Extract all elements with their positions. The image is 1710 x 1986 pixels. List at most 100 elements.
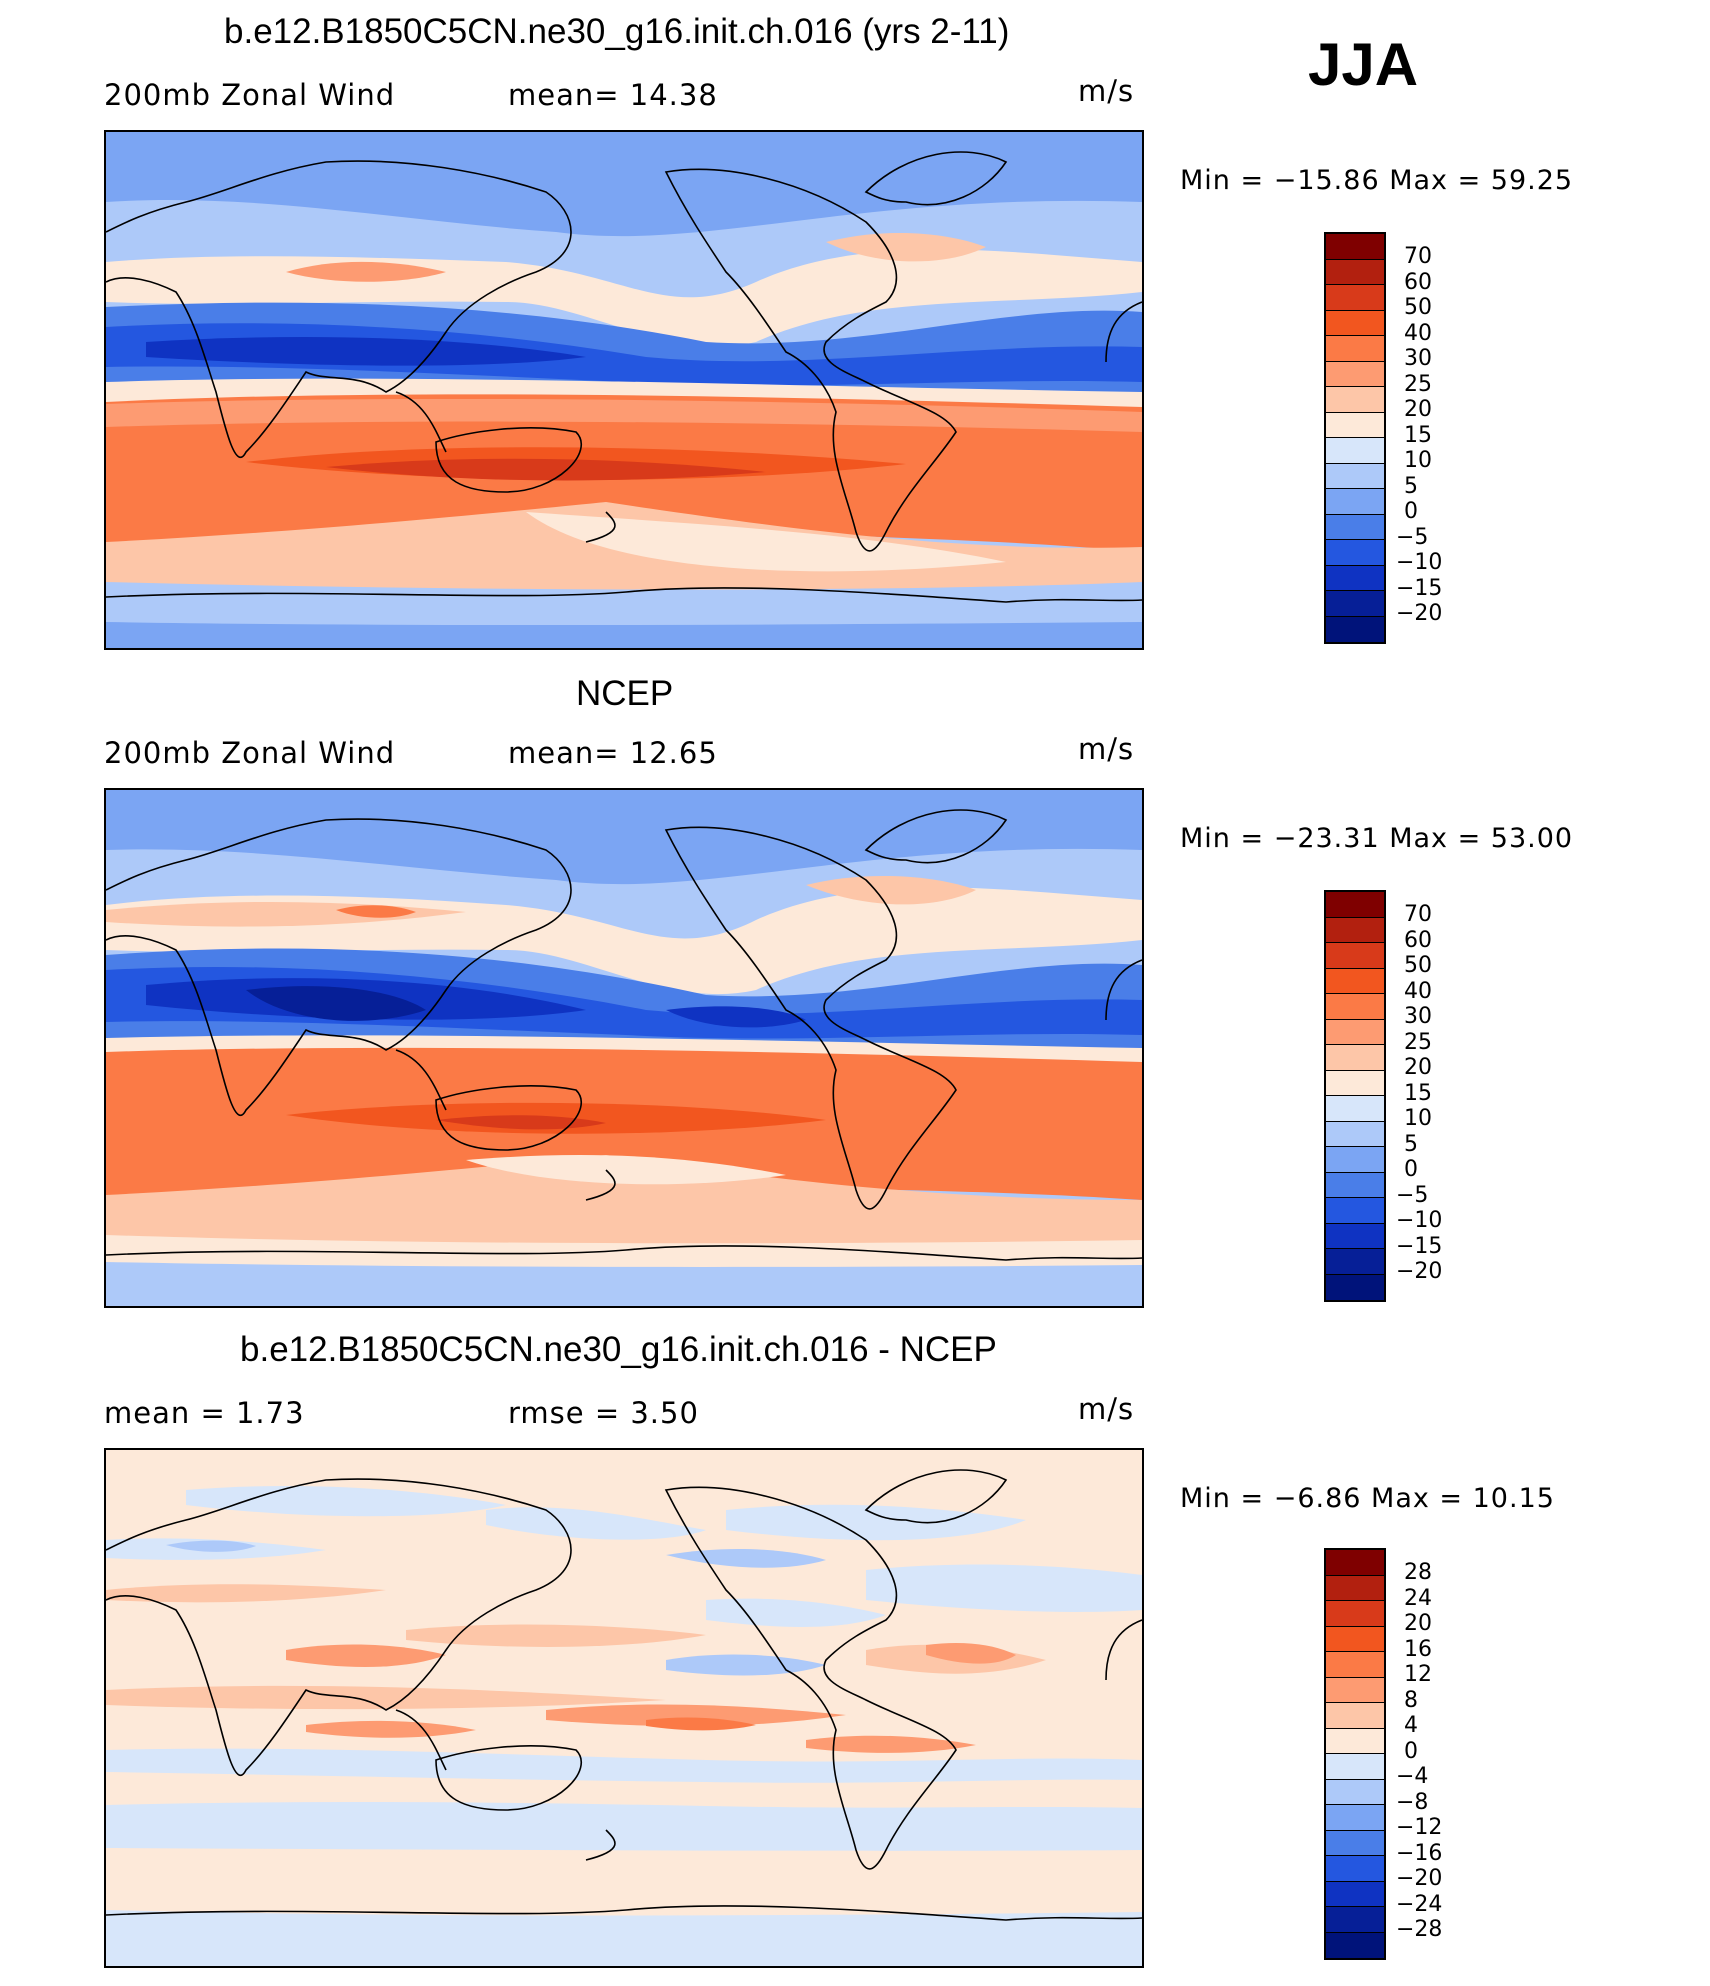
- panel-3-title: b.e12.B1850C5CN.ne30_g16.init.ch.016 - N…: [240, 1330, 997, 1369]
- colorbar-cell: [1326, 234, 1384, 260]
- colorbar-tick-label: −15: [1396, 576, 1443, 601]
- colorbar-tick-label: 50: [1404, 295, 1432, 320]
- colorbar-tick-label: 0: [1404, 1157, 1418, 1182]
- colorbar-tick-label: 60: [1404, 928, 1432, 953]
- colorbar-cell: [1326, 1907, 1384, 1933]
- colorbar-cell: [1326, 285, 1384, 311]
- colorbar-tick-label: 20: [1404, 397, 1432, 422]
- colorbar-tick-label: 4: [1404, 1713, 1418, 1738]
- colorbar-cell: [1326, 1070, 1384, 1096]
- colorbar-cell: [1326, 943, 1384, 969]
- colorbar-tick-label: 0: [1404, 499, 1418, 524]
- colorbar-cell: [1326, 336, 1384, 362]
- colorbar-cell: [1326, 540, 1384, 566]
- panel-3-minmax: Min = −6.86 Max = 10.15: [1180, 1483, 1555, 1514]
- season-label: JJA: [1308, 31, 1419, 98]
- panel-1-title: b.e12.B1850C5CN.ne30_g16.init.ch.016 (yr…: [224, 12, 1010, 51]
- colorbar-tick-label: 5: [1404, 1132, 1418, 1157]
- colorbar-tick-label: −10: [1396, 1208, 1443, 1233]
- colorbar-tick-label: 5: [1404, 474, 1418, 499]
- colorbar-cell: [1326, 387, 1384, 413]
- colorbar-tick-label: −20: [1396, 1259, 1443, 1284]
- panel-1-colorbar: [1324, 232, 1386, 644]
- colorbar-tick-label: 40: [1404, 321, 1432, 346]
- colorbar-cell: [1326, 1677, 1384, 1703]
- colorbar-tick-label: 12: [1404, 1662, 1432, 1687]
- colorbar-tick-label: 50: [1404, 953, 1432, 978]
- colorbar-tick-label: 24: [1404, 1586, 1432, 1611]
- colorbar-tick-label: 20: [1404, 1055, 1432, 1080]
- colorbar-tick-label: 70: [1404, 902, 1432, 927]
- colorbar-cell: [1326, 1249, 1384, 1275]
- colorbar-cell: [1326, 1703, 1384, 1729]
- colorbar-tick-label: 40: [1404, 979, 1432, 1004]
- colorbar-cell: [1326, 1575, 1384, 1601]
- colorbar-cell: [1326, 968, 1384, 994]
- colorbar-tick-label: 60: [1404, 270, 1432, 295]
- colorbar-tick-label: −28: [1396, 1917, 1443, 1942]
- colorbar-cell: [1326, 1550, 1384, 1576]
- panel-2-mean-label: mean= 12.65: [508, 736, 718, 770]
- colorbar-cell: [1326, 917, 1384, 943]
- colorbar-tick-label: −15: [1396, 1234, 1443, 1259]
- colorbar-tick-label: 10: [1404, 1106, 1432, 1131]
- colorbar-tick-label: 25: [1404, 1030, 1432, 1055]
- colorbar-cell: [1326, 1601, 1384, 1627]
- panel-3-rmse-label: rmse = 3.50: [508, 1396, 699, 1430]
- colorbar-cell: [1326, 565, 1384, 591]
- colorbar-cell: [1326, 1754, 1384, 1780]
- colorbar-cell: [1326, 1856, 1384, 1882]
- colorbar-cell: [1326, 1147, 1384, 1173]
- colorbar-cell: [1326, 591, 1384, 617]
- colorbar-tick-label: 8: [1404, 1688, 1418, 1713]
- colorbar-cell: [1326, 1045, 1384, 1071]
- panel-2-units: m/s: [1078, 732, 1135, 766]
- colorbar-tick-label: −20: [1396, 1866, 1443, 1891]
- panel-2-variable-label: 200mb Zonal Wind: [104, 736, 396, 770]
- colorbar-cell: [1326, 463, 1384, 489]
- colorbar-cell: [1326, 259, 1384, 285]
- colorbar-cell: [1326, 1198, 1384, 1224]
- colorbar-tick-label: 15: [1404, 1081, 1432, 1106]
- colorbar-cell: [1326, 1779, 1384, 1805]
- panel-3-mean-label: mean = 1.73: [104, 1396, 305, 1430]
- panel-2-minmax: Min = −23.31 Max = 53.00: [1180, 823, 1574, 854]
- colorbar-cell: [1326, 1121, 1384, 1147]
- colorbar-cell: [1326, 1652, 1384, 1678]
- colorbar-tick-label: 20: [1404, 1611, 1432, 1636]
- colorbar-tick-label: 10: [1404, 448, 1432, 473]
- panel-1-minmax: Min = −15.86 Max = 59.25: [1180, 165, 1574, 196]
- colorbar-tick-label: 0: [1404, 1739, 1418, 1764]
- colorbar-tick-label: 15: [1404, 423, 1432, 448]
- colorbar-cell: [1326, 1096, 1384, 1122]
- panel-1-units: m/s: [1078, 74, 1135, 108]
- colorbar-cell: [1326, 514, 1384, 540]
- panel-1-map: [104, 130, 1144, 650]
- colorbar-tick-label: 30: [1404, 1004, 1432, 1029]
- colorbar-tick-label: −5: [1396, 1183, 1429, 1208]
- colorbar-cell: [1326, 1932, 1384, 1958]
- colorbar-cell: [1326, 1805, 1384, 1831]
- colorbar-cell: [1326, 616, 1384, 642]
- colorbar-tick-label: −10: [1396, 550, 1443, 575]
- panel-2-colorbar: [1324, 890, 1386, 1302]
- colorbar-cell: [1326, 1019, 1384, 1045]
- colorbar-cell: [1326, 892, 1384, 918]
- colorbar-cell: [1326, 310, 1384, 336]
- panel-2-title: NCEP: [576, 674, 674, 713]
- colorbar-cell: [1326, 1881, 1384, 1907]
- colorbar-tick-label: −4: [1396, 1764, 1429, 1789]
- colorbar-cell: [1326, 1223, 1384, 1249]
- colorbar-tick-label: 16: [1404, 1637, 1432, 1662]
- colorbar-tick-label: 30: [1404, 346, 1432, 371]
- colorbar-tick-label: −8: [1396, 1790, 1429, 1815]
- colorbar-cell: [1326, 489, 1384, 515]
- colorbar-cell: [1326, 1274, 1384, 1300]
- colorbar-cell: [1326, 1728, 1384, 1754]
- colorbar-cell: [1326, 1626, 1384, 1652]
- colorbar-tick-label: −5: [1396, 525, 1429, 550]
- panel-2-map: [104, 788, 1144, 1308]
- colorbar-tick-label: 70: [1404, 244, 1432, 269]
- colorbar-tick-label: −24: [1396, 1892, 1443, 1917]
- panel-1-mean-label: mean= 14.38: [508, 78, 718, 112]
